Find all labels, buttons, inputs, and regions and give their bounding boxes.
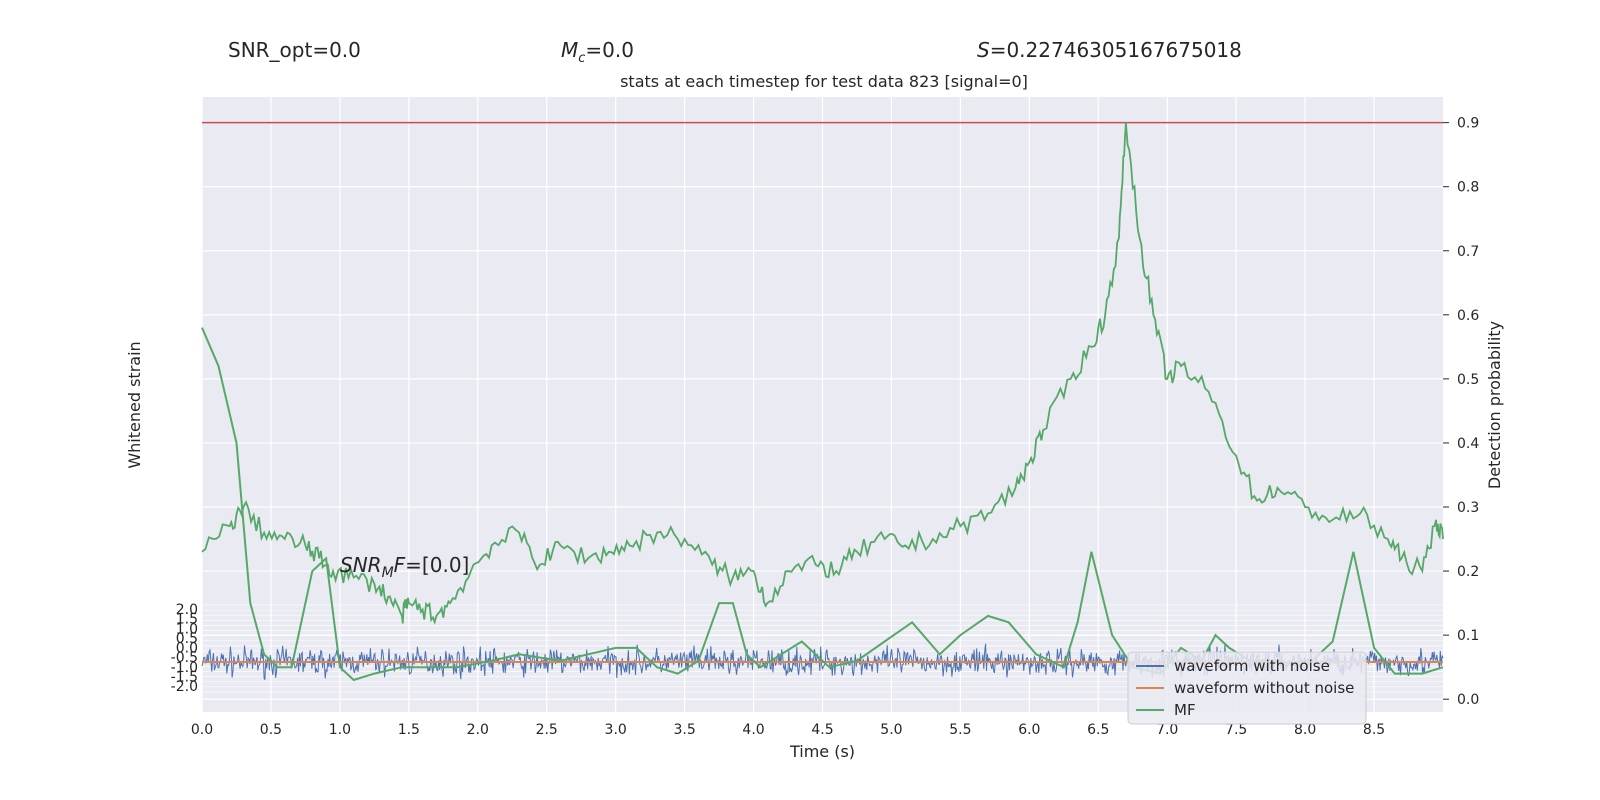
y-axis-right-label: Detection probability bbox=[1485, 321, 1504, 489]
x-tick-label: 4.0 bbox=[742, 722, 764, 738]
y-tick-label: 0.8 bbox=[1457, 180, 1479, 196]
x-tick-label: 0.5 bbox=[260, 722, 282, 738]
x-tick-label: 7.5 bbox=[1225, 722, 1247, 738]
mc-value: =0.0 bbox=[585, 38, 634, 62]
x-tick-label: 0.0 bbox=[191, 722, 213, 738]
legend-label: MF bbox=[1174, 701, 1196, 719]
chart-subtitle: stats at each timestep for test data 823… bbox=[620, 72, 1028, 91]
y-axis-left-label: Whitened strain bbox=[125, 341, 144, 468]
y-tick-label: 0.5 bbox=[1457, 372, 1479, 388]
x-tick-label: 3.5 bbox=[673, 722, 695, 738]
annotation-value: =[0.0] bbox=[405, 553, 469, 577]
x-tick-label: 2.0 bbox=[467, 722, 489, 738]
y-tick-label: 0.4 bbox=[1457, 436, 1479, 452]
annotation-prefix: SNR bbox=[340, 553, 382, 577]
x-tick-label: 5.5 bbox=[949, 722, 971, 738]
y-tick-label: 0.0 bbox=[1457, 692, 1479, 708]
series-detection-probability bbox=[201, 122, 1444, 626]
snr-mf-annotation: SNRMF=[0.0] bbox=[340, 553, 469, 581]
x-tick-label: 4.5 bbox=[811, 722, 833, 738]
left-tick-label: 1.0 bbox=[176, 621, 198, 637]
x-tick-label: 5.0 bbox=[880, 722, 902, 738]
y-tick-label: 0.1 bbox=[1457, 628, 1479, 644]
x-tick-label: 6.0 bbox=[1018, 722, 1040, 738]
left-tick-label: 0.5 bbox=[176, 631, 198, 647]
legend-box bbox=[1127, 651, 1367, 725]
mc-subscript: c bbox=[578, 51, 586, 66]
y-axis-right-ticks: 0.0 0.1 0.2 0.3 0.4 0.5 0.6 0.7 0.8 0.9 bbox=[1443, 116, 1479, 708]
mc-symbol: M bbox=[561, 38, 579, 62]
x-axis-ticks: 0.0 0.5 1.0 1.5 2.0 2.5 3.0 3.5 4.0 4.5 5.0 5.5 6.0 6… bbox=[191, 722, 1385, 738]
y-tick-label: 0.2 bbox=[1457, 564, 1479, 580]
y-tick-label: 0.7 bbox=[1457, 244, 1479, 260]
y-axis-left-ticks: 2.01.51.00.50.0-0.5-1.0-1.5-2.0 bbox=[171, 602, 198, 695]
x-tick-label: 8.5 bbox=[1363, 722, 1385, 738]
left-tick-label: 0.0 bbox=[176, 641, 198, 657]
x-tick-label: 1.5 bbox=[398, 722, 420, 738]
y-tick-label: 0.3 bbox=[1457, 500, 1479, 516]
left-tick-label: -1.0 bbox=[171, 660, 198, 676]
x-tick-label: 8.0 bbox=[1294, 722, 1316, 738]
annotation-subscript: M bbox=[382, 565, 394, 581]
x-tick-label: 6.5 bbox=[1087, 722, 1109, 738]
annotation-mid: F bbox=[394, 553, 406, 577]
legend: waveform with noise waveform without nois… bbox=[1127, 651, 1367, 725]
x-tick-label: 1.0 bbox=[329, 722, 351, 738]
x-tick-label: 7.0 bbox=[1156, 722, 1178, 738]
legend-label: waveform with noise bbox=[1174, 657, 1330, 675]
snr-opt-label: SNR_opt=0.0 bbox=[228, 38, 361, 62]
chirp-mass-label: Mc=0.0 bbox=[561, 38, 634, 66]
left-tick-label: -0.5 bbox=[171, 650, 198, 666]
x-tick-label: 3.0 bbox=[605, 722, 627, 738]
left-tick-label: -2.0 bbox=[171, 679, 198, 695]
series-mf bbox=[201, 327, 1444, 682]
legend-label: waveform without noise bbox=[1174, 679, 1354, 697]
x-axis-label: Time (s) bbox=[789, 742, 855, 761]
s-statistic-label: S=0.22746305167675018 bbox=[977, 38, 1242, 62]
x-tick-label: 2.5 bbox=[536, 722, 558, 738]
left-tick-label: 1.5 bbox=[176, 612, 198, 628]
left-tick-label: -1.5 bbox=[171, 669, 198, 685]
y-tick-label: 0.9 bbox=[1457, 116, 1479, 132]
y-tick-label: 0.6 bbox=[1457, 308, 1479, 324]
s-value: =0.22746305167675018 bbox=[989, 38, 1242, 62]
left-tick-label: 2.0 bbox=[176, 602, 198, 618]
s-symbol: S bbox=[977, 38, 990, 62]
